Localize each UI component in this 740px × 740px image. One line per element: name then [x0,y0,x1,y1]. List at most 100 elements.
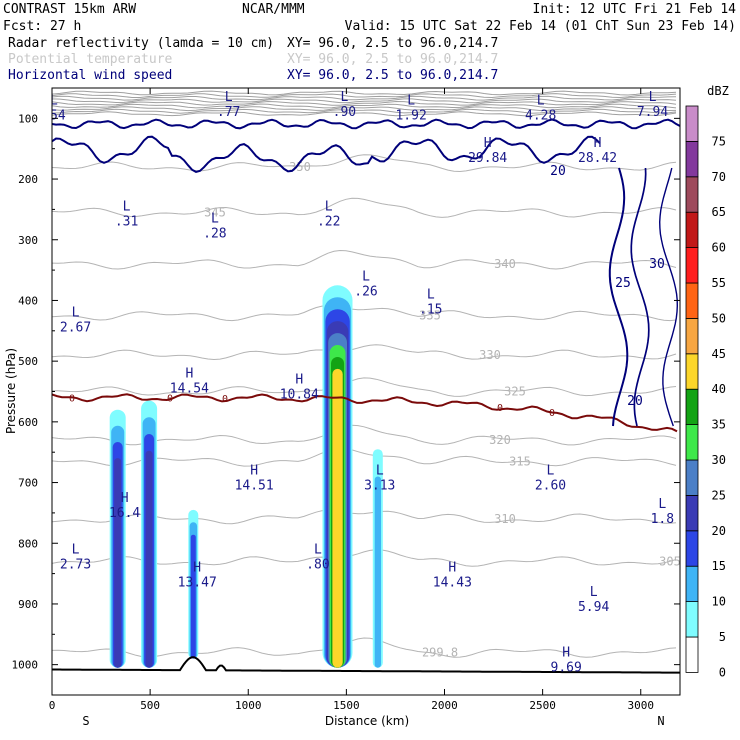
y-tick-label: 600 [18,416,38,429]
extremum-value: 16.4 [109,506,140,521]
colorbar-tick-label: 0 [719,665,726,679]
extremum-value: .90 [333,105,356,120]
y-tick-label: 700 [18,477,38,490]
theta-strat-contour [52,95,677,101]
colorbar-swatch-75 [685,105,699,142]
colorbar-unit: dBZ [707,84,729,98]
extremum-value: 1.8 [651,512,674,527]
x-tick-label: 0 [49,699,56,712]
x-tick-label: 1000 [235,699,262,712]
extremum-value: .54 [42,108,66,123]
extremum-type: L [225,90,233,105]
reflectivity-cell-2 [190,534,196,659]
wind-contour-column [608,167,629,427]
theta-contour [52,344,677,361]
theta-contour-label: 310 [494,512,516,526]
wind-contour-column [658,167,679,427]
extremum-type: H [484,136,492,151]
extremum-type: H [295,373,303,388]
colorbar-swatch-40 [685,353,699,390]
model-title: CONTRAST 15km ARW [3,2,136,17]
colorbar-tick-label: 35 [712,418,726,432]
extremum-value: 14.54 [170,381,209,396]
extremum-value: 13.47 [178,576,217,591]
extremum-value: 14.51 [235,479,274,494]
extremum-type: H [448,561,456,576]
colorbar-tick-label: 45 [712,347,726,361]
colorbar-swatch-60 [685,211,699,248]
forecast-hour: Fcst: 27 h [3,19,81,34]
field-name-theta: Potential temperature [8,52,173,67]
colorbar-swatch-65 [685,176,699,213]
colorbar-swatch-5 [685,601,699,638]
x-tick-label: 2500 [529,699,556,712]
extremum-type: L [325,200,333,215]
extremum-type: L [340,90,348,105]
theta-strat-contour [52,111,677,117]
valid-time: Valid: 15 UTC Sat 22 Feb 14 (01 ChT Sun … [345,19,736,34]
wind-contour-column [630,167,650,427]
extremum-value: 7.94 [637,105,668,120]
extremum-value: 1.92 [395,108,426,123]
colorbar-tick-label: 40 [712,382,726,396]
reflectivity-cell-1 [145,450,153,668]
theta-strat-contour [52,106,677,112]
extremum-value: 14.43 [433,576,472,591]
theta-contour-label: 330 [479,348,501,362]
extremum-value: .77 [217,105,240,120]
colorbar-swatch-35 [685,388,699,426]
colorbar-swatch-25 [685,459,699,496]
colorbar-tick-label: 75 [712,134,726,148]
reflectivity-cell-3 [332,368,343,668]
extremum-type: H [562,646,570,661]
theta-contour-label: 325 [504,385,526,399]
extremum-value: 4.28 [525,108,556,123]
extremum-type: L [72,306,80,321]
x-tick-label: 500 [140,699,160,712]
extremum-type: L [362,269,370,284]
extremum-value: 29.84 [468,151,507,166]
theta-contour-label: 315 [509,454,531,468]
y-tick-label: 400 [18,294,38,307]
theta-contour [52,304,677,322]
y-tick-label: 300 [18,234,38,247]
reflectivity-cell-0 [114,458,122,668]
y-tick-label: 100 [18,112,38,125]
x-tick-label: 1500 [333,699,360,712]
colorbar-swatch-20 [685,494,699,532]
extremum-value: 2.73 [60,557,91,572]
extremum-value: 2.60 [535,479,566,494]
theta-strat-contour [52,93,677,99]
x-tick-label: 3000 [628,699,655,712]
extremum-type: H [185,366,193,381]
reflectivity-cell-4 [374,476,381,668]
colorbar-swatch-15 [685,530,699,567]
x-tick-label: 2000 [431,699,458,712]
wind-contour-label: 20 [627,394,643,409]
freezing-level-label: 0 [69,394,75,405]
colorbar-tick-label: 50 [712,311,726,325]
colorbar-tick-label: 65 [712,205,726,219]
wind-contour-label: 25 [615,276,631,291]
freezing-level-label: 0 [167,394,173,405]
institution-label: NCAR/MMM [242,2,305,17]
y-tick-label: 500 [18,355,38,368]
colorbar-tick-label: 25 [712,488,726,502]
colorbar-tick-label: 60 [712,241,726,255]
theta-strat-contour [52,108,677,114]
theta-strat-contour [52,98,677,104]
colorbar-tick-label: 5 [719,630,726,644]
colorbar-tick-label: 10 [712,595,726,609]
colorbar-swatch-0 [685,636,699,673]
freezing-level-line [52,393,678,433]
theta-contour-label: 305 [659,554,681,568]
extremum-value: .80 [306,557,329,572]
colorbar-swatch-50 [685,282,699,319]
extremum-type: H [193,561,201,576]
extremum-type: L [649,90,657,105]
colorbar-swatch-55 [685,247,699,284]
extremum-value: 28.42 [578,151,617,166]
extremum-value: .26 [354,284,377,299]
extremum-type: L [211,212,219,227]
colorbar-swatch-45 [685,317,699,355]
